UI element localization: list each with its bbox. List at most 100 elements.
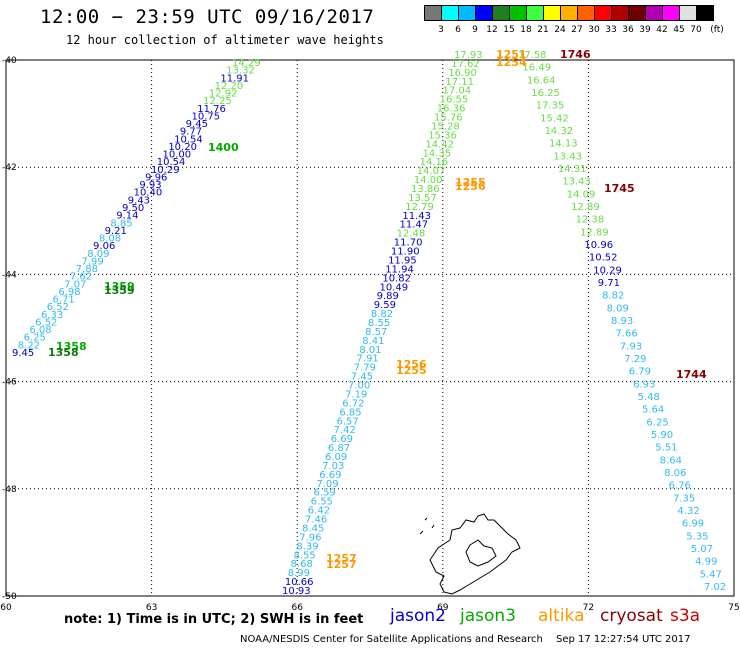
track-b-value: 16.90 [448,68,477,79]
track-b-value: 8.99 [288,568,310,579]
track-b-value: 12.48 [397,229,426,240]
track-b-value: 6.87 [328,443,350,454]
track-c-value: 13.43 [553,151,582,162]
track-c-value: 5.48 [638,392,660,403]
track-a-value: 7.88 [76,264,98,275]
track-b-value: 7.42 [334,425,356,436]
track-a-value: 8.85 [110,218,132,229]
track-b-value: 16.36 [437,104,466,115]
track-c-value: 6.25 [646,417,668,428]
track-b-value: 6.42 [308,506,330,517]
lat-tick-label: -44 [2,270,17,280]
track-b-value: 15.36 [428,130,457,141]
track-a-value: 9.77 [180,127,202,138]
track-b-value: 17.93 [454,50,483,61]
track-c-value: 14.31 [558,164,587,175]
track-b-value: 11.90 [391,247,420,258]
track-a-value: 6.25 [24,333,46,344]
track-a-value: 9.50 [122,203,144,214]
track-b-time: 1256 [455,180,486,193]
track-c-value: 12.89 [580,227,609,238]
track-a-value: 10.75 [191,111,220,122]
track-a-value: 10.00 [163,150,192,161]
color-scale-tick: 30 [588,25,600,35]
track-a-value: 9.45 [12,348,34,359]
island-shape [429,513,521,595]
legend-jason3: jason3 [460,606,516,626]
track-c-value: 12.38 [576,215,605,226]
lon-tick-label: 60 [0,603,12,613]
track-b-value: 7.91 [357,354,379,365]
page-subtitle: 12 hour collection of altimeter wave hei… [66,33,384,47]
track-a-value: 7.99 [81,256,103,267]
track-c-value: 8.64 [660,455,682,466]
track-b-value: 7.96 [299,532,321,543]
track-c-value: 5.47 [700,569,722,580]
track-b-value: 7.09 [316,479,338,490]
lat-tick-label: -48 [2,485,17,495]
legend-altika: altika [538,606,585,626]
track-c-value: 6.76 [669,481,691,492]
track-c-value: 6.99 [682,519,704,530]
track-d-time: 1251 [496,48,527,61]
track-b-value: 7.00 [348,381,370,392]
track-c-value: 10.29 [593,265,622,276]
track-c-value: 14.13 [549,139,578,150]
color-scale-tick: 18 [520,25,532,35]
track-b-value: 6.09 [325,452,347,463]
color-scale-tick: 42 [656,25,668,35]
track-b-value: 11.47 [400,220,429,231]
track-b-value: 14.35 [422,148,451,159]
map-grid: 60 63 66 69 72 75 -40 -42 -44 -46 -48 -50 [0,56,739,613]
track-c-value: 12.89 [571,202,600,213]
track-c-value: 16.49 [522,63,551,74]
track-b-value: 14.07 [417,166,446,177]
track-b-value: 6.69 [331,434,353,445]
legend-s3a: s3a [670,606,701,626]
track-c-value: 4.99 [695,557,717,568]
track-b-value: 7.46 [305,515,327,526]
track-c-value: 14.32 [545,126,574,137]
track-c-value: 5.35 [686,531,708,542]
track-b-time: 1255 [455,176,486,189]
track-b-value: 10.66 [285,577,314,588]
track-a-value: 9.14 [116,211,138,222]
track-a-value: 10.54 [174,134,203,145]
track-b-time: 1257 [326,558,357,571]
track-b-value: 7.79 [354,363,376,374]
color-scale-tick: 15 [503,25,515,35]
track-b-value: 15.76 [434,113,463,124]
track-c-value: 5.07 [691,544,713,555]
track-b-value: 9.59 [374,300,396,311]
track-a-value: 10.29 [151,165,180,176]
track-c-time: 1744 [676,368,707,381]
track-c-value: 7.35 [673,493,695,504]
track-b-value: 8.82 [371,309,393,320]
track-c-value: 16.25 [531,88,560,99]
altimeter-tracks: 14.2913.3211.9112.2012.9212.2511.7610.75… [12,48,726,597]
track-c-value: 8.93 [611,316,633,327]
color-scale-tick: 9 [472,25,478,35]
track-c-value: 5.51 [655,443,677,454]
color-scale-tick: 33 [605,25,617,35]
track-a-value: 6.08 [29,325,51,336]
track-b-value: 15.28 [431,121,460,132]
track-c-value: 15.42 [540,113,569,124]
color-scale-tick: 27 [571,25,583,35]
color-scale-tick: 21 [537,25,549,35]
track-a-value: 9.06 [93,241,115,252]
lat-tick-label: -46 [2,378,17,388]
lat-tick-label: -42 [2,163,17,173]
track-a-value: 8.22 [18,340,40,351]
track-b-value: 8.01 [359,345,381,356]
color-scale-tick: 6 [455,25,461,35]
lon-tick-label: 72 [583,603,594,613]
color-swatch [696,5,714,21]
track-a-value: 12.20 [215,81,244,92]
legend-cryosat: cryosat [600,606,663,626]
color-scale-tick: 70 [690,25,702,35]
track-c-value: 17.35 [536,101,565,112]
track-c-value: 14.09 [567,189,596,200]
track-a-value: 9.93 [139,180,161,191]
track-b-value: 17.11 [445,77,474,88]
